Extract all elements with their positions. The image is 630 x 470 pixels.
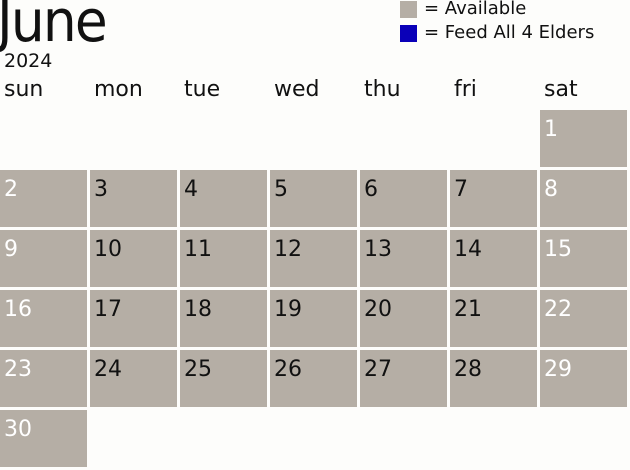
weekday-fri: fri <box>454 77 477 102</box>
day-cell-4[interactable]: 4 <box>180 170 267 227</box>
day-cell-5[interactable]: 5 <box>270 170 357 227</box>
weekday-wed: wed <box>274 77 320 102</box>
feed-swatch <box>400 24 417 42</box>
day-number: 24 <box>94 357 122 382</box>
weekday-tue: tue <box>184 77 221 102</box>
day-number: 8 <box>544 177 558 202</box>
day-cell-7[interactable]: 7 <box>450 170 537 227</box>
day-cell-10[interactable]: 10 <box>90 230 177 287</box>
day-number: 13 <box>364 237 392 262</box>
day-number: 10 <box>94 237 122 262</box>
legend-available: = Available <box>400 0 526 18</box>
legend-label: = Feed All 4 Elders <box>424 22 595 43</box>
month-title: June <box>0 0 108 55</box>
day-number: 4 <box>184 177 198 202</box>
day-cell-21[interactable]: 21 <box>450 290 537 347</box>
day-number: 22 <box>544 297 572 322</box>
day-number: 15 <box>544 237 572 262</box>
day-cell-26[interactable]: 26 <box>270 350 357 407</box>
day-number: 12 <box>274 237 302 262</box>
day-number: 30 <box>4 417 32 442</box>
available-swatch <box>400 0 417 18</box>
day-cell-19[interactable]: 19 <box>270 290 357 347</box>
day-cell-3[interactable]: 3 <box>90 170 177 227</box>
weekday-thu: thu <box>364 77 401 102</box>
day-cell-24[interactable]: 24 <box>90 350 177 407</box>
day-cell-17[interactable]: 17 <box>90 290 177 347</box>
day-cell-6[interactable]: 6 <box>360 170 447 227</box>
day-cell-27[interactable]: 27 <box>360 350 447 407</box>
day-number: 1 <box>544 117 558 142</box>
legend-feed: = Feed All 4 Elders <box>400 24 594 42</box>
day-cell-2[interactable]: 2 <box>0 170 87 227</box>
day-cell-9[interactable]: 9 <box>0 230 87 287</box>
year-label: 2024 <box>4 50 53 72</box>
day-number: 25 <box>184 357 212 382</box>
day-cell-11[interactable]: 11 <box>180 230 267 287</box>
day-number: 7 <box>454 177 468 202</box>
day-cell-12[interactable]: 12 <box>270 230 357 287</box>
weekday-sat: sat <box>544 77 578 102</box>
day-cell-29[interactable]: 29 <box>540 350 627 407</box>
day-cell-15[interactable]: 15 <box>540 230 627 287</box>
day-number: 6 <box>364 177 378 202</box>
day-number: 9 <box>4 237 18 262</box>
day-cell-18[interactable]: 18 <box>180 290 267 347</box>
day-cell-25[interactable]: 25 <box>180 350 267 407</box>
day-cell-28[interactable]: 28 <box>450 350 537 407</box>
day-number: 19 <box>274 297 302 322</box>
legend-label: = Available <box>424 0 527 19</box>
day-cell-30[interactable]: 30 <box>0 410 87 467</box>
day-number: 27 <box>364 357 392 382</box>
weekday-sun: sun <box>4 77 44 102</box>
day-number: 21 <box>454 297 482 322</box>
day-cell-22[interactable]: 22 <box>540 290 627 347</box>
day-number: 20 <box>364 297 392 322</box>
day-cell-13[interactable]: 13 <box>360 230 447 287</box>
day-cell-14[interactable]: 14 <box>450 230 537 287</box>
day-number: 5 <box>274 177 288 202</box>
day-number: 16 <box>4 297 32 322</box>
day-cell-23[interactable]: 23 <box>0 350 87 407</box>
day-number: 3 <box>94 177 108 202</box>
day-number: 28 <box>454 357 482 382</box>
day-number: 26 <box>274 357 302 382</box>
day-number: 29 <box>544 357 572 382</box>
day-cell-1[interactable]: 1 <box>540 110 627 167</box>
weekday-mon: mon <box>94 77 143 102</box>
day-number: 17 <box>94 297 122 322</box>
day-number: 2 <box>4 177 18 202</box>
day-cell-8[interactable]: 8 <box>540 170 627 227</box>
day-cell-16[interactable]: 16 <box>0 290 87 347</box>
day-number: 23 <box>4 357 32 382</box>
day-number: 14 <box>454 237 482 262</box>
day-cell-20[interactable]: 20 <box>360 290 447 347</box>
day-number: 11 <box>184 237 212 262</box>
day-number: 18 <box>184 297 212 322</box>
